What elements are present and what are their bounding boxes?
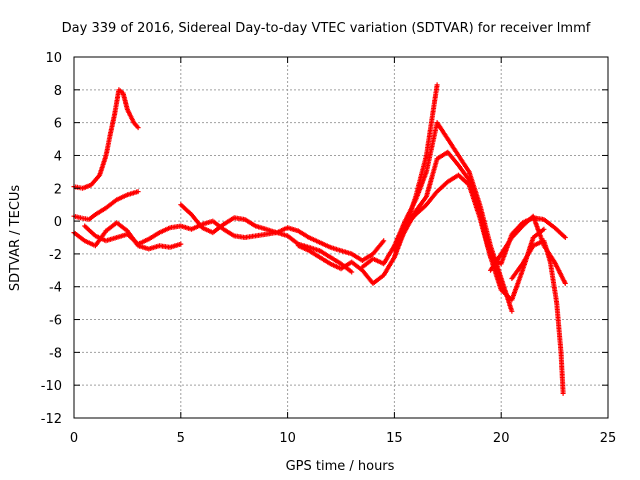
series-arc-11 xyxy=(509,238,566,396)
series-arc-1 xyxy=(71,87,141,191)
x-axis-label: GPS time / hours xyxy=(286,459,395,474)
y-tick-label: 6 xyxy=(54,117,62,132)
data-point-markers xyxy=(178,202,387,263)
x-tick-label: 20 xyxy=(493,431,510,446)
series-arc-7 xyxy=(359,120,515,314)
y-axis-label: SDTVAR / TECUs xyxy=(8,185,23,292)
y-tick-label: -8 xyxy=(49,346,62,361)
series-line xyxy=(361,121,513,313)
tick-layer: 0 5 10 15 20 25 -12 -10 -8 -6 -4 -2 0 2 4 6 8 10 xyxy=(41,51,617,446)
grid-layer xyxy=(74,57,608,418)
x-tick-label: 5 xyxy=(177,431,185,446)
x-tick-label: 15 xyxy=(386,431,403,446)
y-tick-label: -6 xyxy=(49,314,62,329)
y-tick-label: 4 xyxy=(54,149,62,164)
y-tick-label: 10 xyxy=(45,51,62,66)
y-tick-label: 2 xyxy=(54,182,62,197)
y-tick-label: 0 xyxy=(54,215,62,230)
x-tick-label: 25 xyxy=(600,431,617,446)
series-arc-2 xyxy=(71,189,141,222)
series-arc-10 xyxy=(488,213,568,286)
y-tick-label: -12 xyxy=(41,412,62,427)
x-tick-label: 10 xyxy=(279,431,296,446)
series-layer xyxy=(71,82,568,396)
data-point-markers xyxy=(71,87,141,191)
series-arc-4 xyxy=(82,218,355,275)
data-point-markers xyxy=(509,238,566,396)
x-tick-label: 0 xyxy=(70,431,78,446)
series-arc-5 xyxy=(178,202,387,263)
data-point-markers xyxy=(359,120,515,314)
chart-title: Day 339 of 2016, Sidereal Day-to-day VTE… xyxy=(62,21,591,36)
y-tick-label: 8 xyxy=(54,84,62,99)
y-tick-label: -4 xyxy=(49,281,62,296)
y-tick-label: -2 xyxy=(49,248,62,263)
y-tick-label: -10 xyxy=(41,379,62,394)
data-point-markers xyxy=(71,189,141,222)
data-point-markers xyxy=(82,218,355,275)
plot-frame xyxy=(73,56,609,419)
